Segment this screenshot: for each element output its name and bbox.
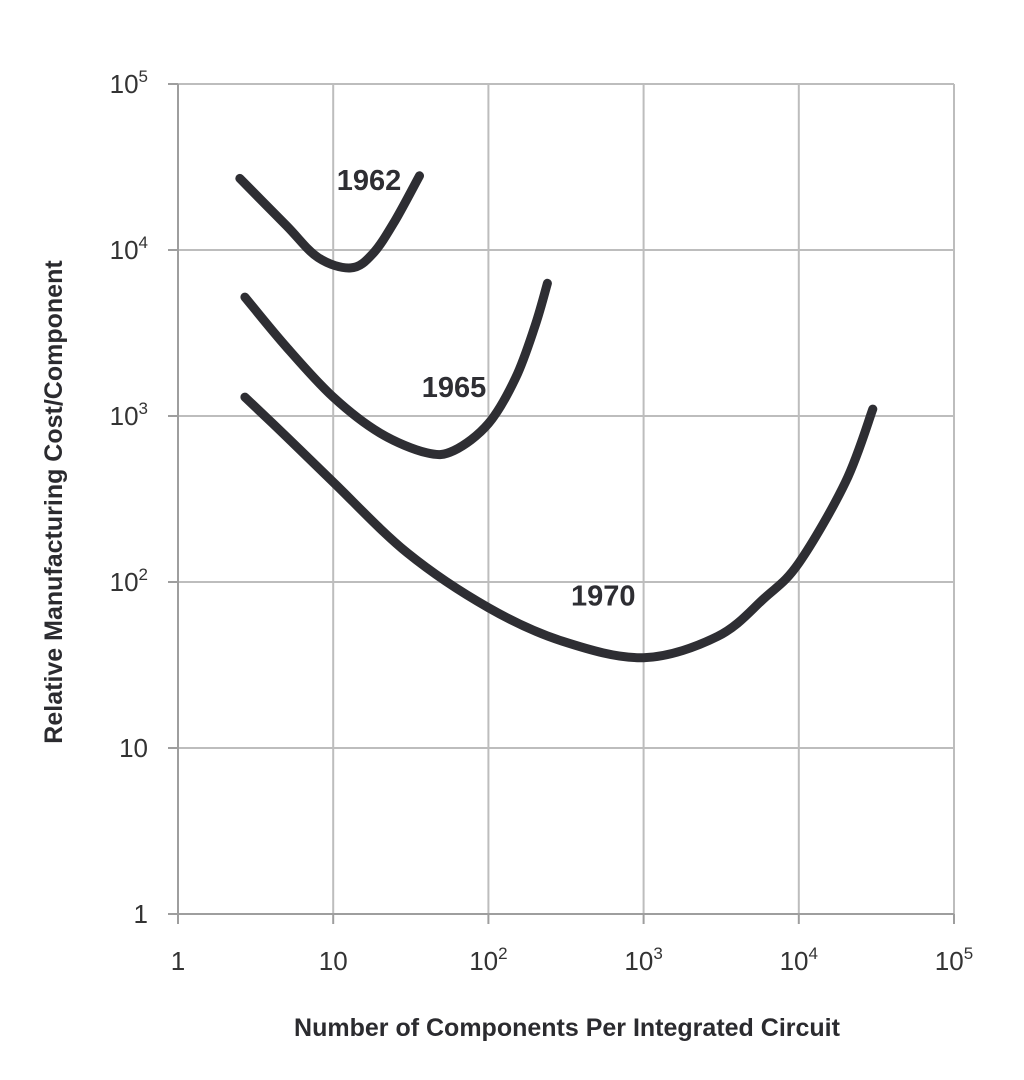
axes (168, 83, 955, 924)
series-line-1970 (240, 392, 878, 663)
x-tick-label: 103 (624, 944, 662, 976)
series-label-1970: 1970 (571, 581, 636, 613)
x-tick-label: 102 (469, 944, 507, 976)
series-group: 1962 1965 1970 (235, 165, 878, 663)
grid (178, 83, 955, 914)
y-tick-label: 1 (134, 899, 148, 929)
x-tick-label: 105 (935, 944, 973, 976)
y-tick-label: 104 (110, 233, 148, 265)
series-label-1965: 1965 (422, 372, 487, 404)
x-axis-title: Number of Components Per Integrated Circ… (294, 1014, 841, 1042)
y-tick-label: 105 (110, 67, 148, 99)
series-line-1962 (235, 171, 424, 273)
y-tick-label: 10 (119, 733, 148, 763)
y-tick-label: 103 (110, 399, 148, 431)
tick-labels: 1 10 102 103 104 105 1 10 102 103 104 105 (110, 67, 974, 976)
x-tick-label: 10 (319, 946, 348, 976)
x-tick-label: 104 (780, 944, 818, 976)
x-tick-label: 1 (171, 946, 185, 976)
y-axis-title: Relative Manufacturing Cost/Component (40, 260, 68, 744)
series-line-1965 (240, 278, 552, 460)
series-label-1962: 1962 (337, 165, 402, 197)
y-tick-label: 102 (110, 565, 148, 597)
